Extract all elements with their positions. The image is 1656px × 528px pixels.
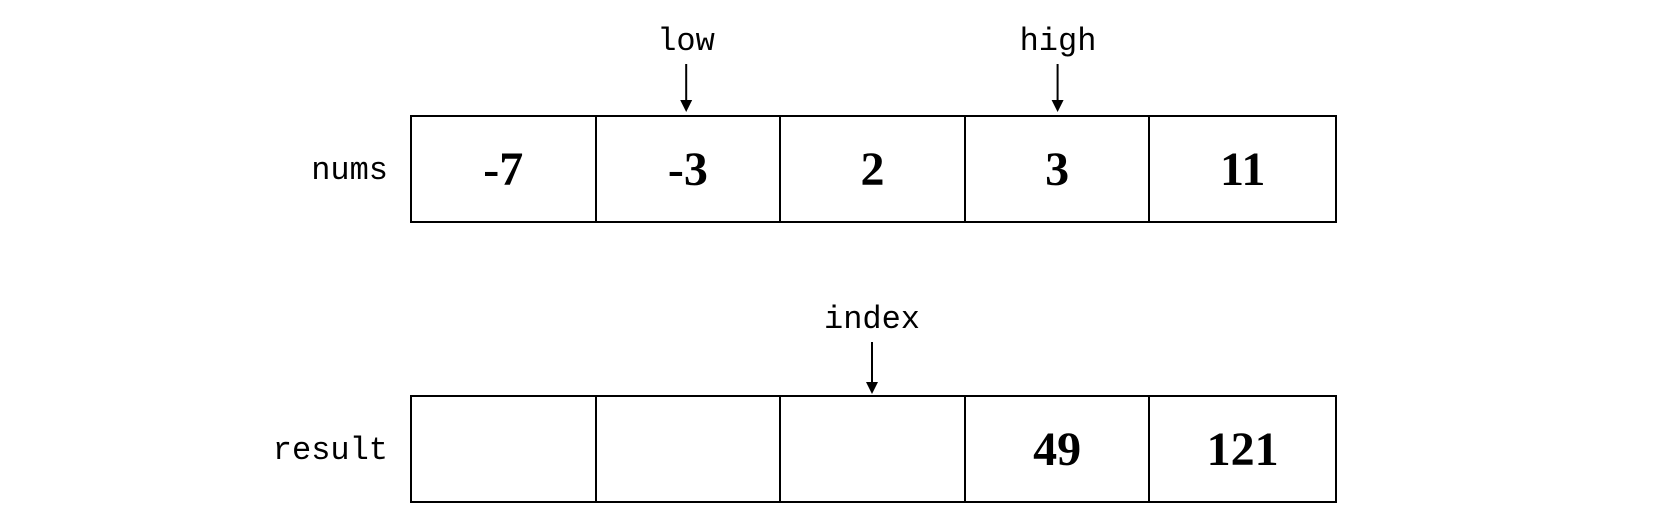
nums-cell-2: 2 bbox=[781, 117, 966, 221]
nums-array: -7 -3 2 3 11 bbox=[410, 115, 1337, 223]
high-pointer: high bbox=[1019, 23, 1097, 112]
high-arrow-icon bbox=[1052, 64, 1064, 112]
result-cell-4: 121 bbox=[1206, 422, 1279, 476]
result-cell-2 bbox=[781, 397, 966, 501]
index-pointer: index bbox=[824, 304, 920, 394]
nums-label: nums bbox=[311, 152, 388, 189]
result-cell-3: 49 bbox=[966, 397, 1151, 501]
index-pointer-label: index bbox=[823, 301, 921, 338]
low-pointer: low bbox=[657, 26, 715, 112]
nums-cell-3: 3 bbox=[966, 117, 1151, 221]
index-arrow-icon bbox=[865, 342, 878, 394]
low-pointer-label: low bbox=[657, 23, 715, 60]
nums-cell-0: -7 bbox=[412, 117, 597, 221]
low-arrow-icon bbox=[679, 64, 692, 112]
result-label: result bbox=[272, 432, 388, 469]
result-cell-0 bbox=[412, 397, 597, 501]
result-array: 49 121 bbox=[410, 395, 1337, 503]
nums-cell-4: 11 bbox=[1219, 142, 1266, 196]
high-pointer-label: high bbox=[1019, 23, 1097, 60]
nums-cell-1: -3 bbox=[597, 117, 782, 221]
result-cell-1 bbox=[597, 397, 782, 501]
